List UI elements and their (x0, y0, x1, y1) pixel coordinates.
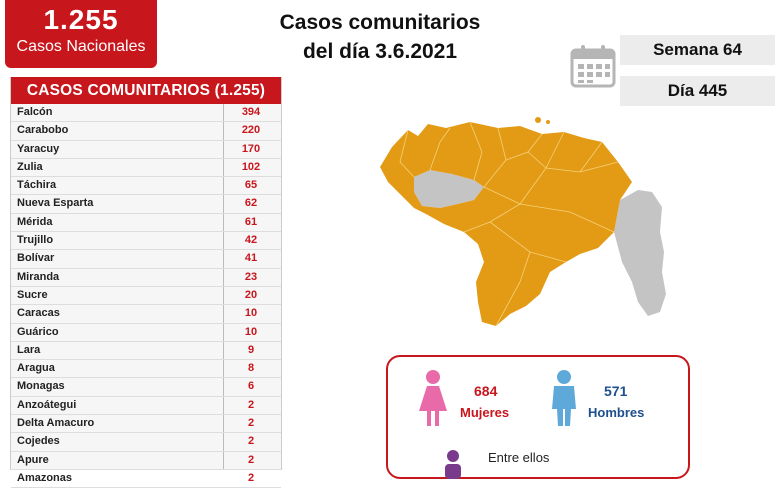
page-title: Casos comunitarios del día 3.6.2021 (250, 8, 510, 66)
week-box: Semana 64 (620, 35, 775, 65)
state-name: Anzoátegui (17, 398, 77, 411)
state-cases: 2 (247, 398, 255, 411)
table-row: Yaracuy 170 (11, 141, 281, 159)
map-state-borders (399, 121, 619, 327)
women-count: 684 (474, 383, 498, 399)
table-row: Apure 2 (11, 452, 281, 470)
table-row: Delta Amacuro 2 (11, 415, 281, 434)
state-name: Apure (17, 453, 49, 466)
state-cases: 6 (247, 380, 255, 393)
state-cases: 62 (244, 197, 258, 210)
table-row: Caracas 10 (11, 305, 281, 324)
entre-ellos-label: Entre ellos (488, 450, 550, 465)
state-cases: 10 (244, 307, 258, 320)
state-cases: 61 (244, 215, 258, 228)
national-total-number: 1.255 (43, 4, 119, 35)
state-name: Guárico (17, 325, 59, 338)
state-cases: 10 (244, 325, 258, 338)
state-name: Nueva Esparta (17, 197, 94, 210)
state-cases: 102 (241, 160, 261, 173)
state-name: Yaracuy (17, 142, 60, 155)
map-region-gray-east (614, 190, 666, 316)
state-cases: 220 (241, 124, 261, 137)
state-cases: 9 (247, 343, 255, 356)
state-cases: 23 (244, 270, 258, 283)
table-body: Falcón 394 Carabobo 220 Yaracuy 170 Zulia 102 Tá… (11, 104, 281, 488)
state-cases: 2 (247, 435, 255, 448)
table-row: Nueva Esparta 62 (11, 195, 281, 214)
state-name: Bolívar (17, 252, 55, 265)
state-cases: 2 (247, 453, 255, 466)
women-label: Mujeres (460, 405, 510, 420)
state-name: Caracas (17, 307, 60, 320)
table-row: Sucre 20 (11, 287, 281, 306)
state-name: Carabobo (17, 124, 69, 137)
state-name: Monagas (17, 380, 65, 393)
national-total-box: 1.255 Casos Nacionales (5, 0, 157, 68)
state-name: Cojedes (17, 435, 60, 448)
national-total-label: Casos Nacionales (16, 38, 146, 55)
man-icon (552, 370, 576, 426)
table-row: Amazonas 2 (11, 470, 281, 488)
men-count: 571 (604, 383, 628, 399)
state-name: Lara (17, 343, 41, 356)
state-name: Zulia (17, 160, 43, 173)
table-row: Monagas 6 (11, 378, 281, 397)
state-cases: 170 (241, 142, 261, 155)
state-name: Falcón (17, 106, 53, 118)
state-name: Miranda (17, 270, 60, 283)
state-name: Mérida (17, 215, 53, 228)
table-header: CASOS COMUNITARIOS (1.255) (11, 77, 281, 104)
table-row: Carabobo 220 (11, 122, 281, 141)
table-row: Táchira 65 (11, 177, 281, 196)
day-box: Día 445 (620, 76, 775, 106)
page-title-line1: Casos comunitarios (279, 11, 481, 34)
table-row: Zulia 102 (11, 159, 281, 178)
table-row: Trujillo 42 (11, 232, 281, 251)
state-cases: 65 (244, 179, 258, 192)
table-row: Lara 9 (11, 342, 281, 361)
map-region-orange (380, 122, 632, 326)
table-row: Bolívar 41 (11, 250, 281, 269)
table-row: Miranda 23 (11, 269, 281, 287)
state-name: Aragua (17, 362, 55, 375)
table-row: Anzoátegui 2 (11, 397, 281, 416)
state-name: Sucre (17, 288, 48, 301)
state-cases: 2 (247, 471, 255, 484)
table-row: Guárico 10 (11, 324, 281, 342)
calendar-icon (570, 45, 616, 88)
state-name: Amazonas (17, 471, 73, 484)
state-name: Táchira (17, 179, 57, 192)
gender-breakdown-card: 684 Mujeres 571 Hombres Entre ellos (386, 355, 690, 479)
state-cases: 41 (244, 252, 258, 265)
state-cases: 394 (241, 106, 261, 118)
map-region-gray-west (414, 170, 484, 208)
state-cases: 42 (244, 234, 258, 247)
column-divider (223, 104, 224, 470)
person-icon (445, 450, 461, 479)
men-label: Hombres (588, 405, 645, 420)
state-cases: 8 (247, 362, 255, 375)
table-row: Cojedes 2 (11, 433, 281, 452)
page-title-line2: del día 3.6.2021 (302, 40, 458, 63)
state-name: Delta Amacuro (17, 417, 95, 430)
table-row: Aragua 8 (11, 360, 281, 379)
venezuela-map (370, 112, 670, 337)
woman-icon (419, 370, 447, 426)
community-cases-table: CASOS COMUNITARIOS (1.255) Falcón 394 Cara… (10, 77, 282, 488)
state-name: Trujillo (17, 234, 54, 247)
state-cases: 20 (244, 288, 258, 301)
table-row: Falcón 394 (11, 104, 281, 123)
state-cases: 2 (247, 417, 255, 430)
table-row: Mérida 61 (11, 214, 281, 233)
